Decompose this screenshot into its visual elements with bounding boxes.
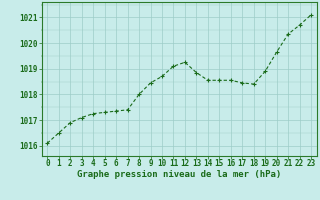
X-axis label: Graphe pression niveau de la mer (hPa): Graphe pression niveau de la mer (hPa)	[77, 170, 281, 179]
